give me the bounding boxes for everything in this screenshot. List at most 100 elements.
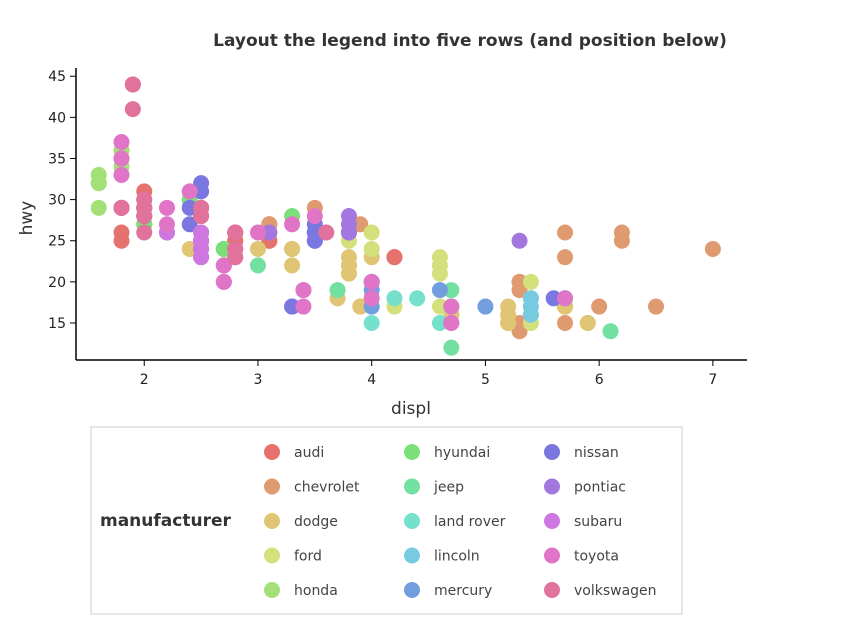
data-point [158, 216, 175, 233]
data-point [124, 76, 141, 93]
data-point [591, 298, 608, 315]
data-point [557, 224, 574, 241]
x-tick-label: 7 [708, 372, 717, 388]
data-point [511, 232, 528, 249]
data-point [181, 183, 198, 200]
legend-label: pontiac [574, 480, 626, 496]
data-point [431, 265, 448, 282]
legend-label: volkswagen [574, 583, 657, 599]
data-point [124, 101, 141, 118]
legend-item: chevrolet [264, 478, 360, 496]
data-point [284, 257, 301, 274]
x-tick-label: 5 [481, 372, 490, 388]
legend-label: mercury [434, 583, 492, 599]
x-tick-label: 2 [140, 372, 149, 388]
legend-label: jeep [433, 480, 464, 496]
legend-item: audi [264, 444, 324, 461]
legend-swatch [264, 513, 280, 529]
y-tick-label: 40 [48, 110, 66, 126]
legend-label: honda [294, 583, 338, 599]
data-point [363, 314, 380, 331]
data-point [500, 314, 517, 331]
data-point [545, 290, 562, 307]
data-point [557, 290, 574, 307]
data-point [363, 290, 380, 307]
data-point [306, 232, 323, 249]
data-point [511, 282, 528, 299]
data-point [113, 166, 130, 183]
data-point [431, 298, 448, 315]
legend-item: hyundai [404, 444, 490, 461]
data-point [579, 314, 596, 331]
data-point [409, 290, 426, 307]
data-point [113, 199, 130, 216]
data-point [90, 175, 107, 192]
legend-label: lincoln [434, 549, 480, 565]
data-point [557, 249, 574, 266]
data-point [158, 199, 175, 216]
data-point [431, 314, 448, 331]
data-point [318, 224, 335, 241]
data-point [363, 240, 380, 257]
data-point [261, 224, 278, 241]
data-point [136, 224, 153, 241]
data-point [249, 224, 266, 241]
data-point [193, 208, 210, 225]
data-point [613, 232, 630, 249]
data-point [113, 150, 130, 167]
x-axis-ticks: 2 3 4 5 6 7 [140, 360, 717, 388]
data-point [557, 314, 574, 331]
legend-swatch [544, 478, 560, 495]
y-axis-title: hwy [17, 201, 37, 236]
y-tick-label: 45 [48, 69, 66, 85]
legend-item: jeep [404, 478, 464, 496]
data-point [443, 282, 460, 299]
data-point [90, 199, 107, 216]
y-tick-label: 20 [48, 275, 66, 291]
legend-box [90, 426, 683, 615]
data-point [136, 191, 153, 208]
legend-swatch [404, 478, 420, 495]
data-point [704, 240, 721, 257]
data-point [340, 257, 357, 274]
legend-item: volkswagen [544, 582, 657, 599]
data-point [193, 175, 210, 192]
legend-swatch [404, 582, 420, 598]
legend-label: subaru [574, 514, 622, 530]
data-point [522, 273, 539, 290]
data-point [193, 249, 210, 266]
legend-label: land rover [434, 514, 506, 530]
plot-area [90, 76, 721, 356]
data-point [602, 323, 619, 340]
legend-swatch [264, 547, 280, 564]
data-point [249, 257, 266, 274]
data-point [295, 298, 312, 315]
chart-title: Layout the legend into five rows (and po… [213, 31, 727, 51]
legend: manufacturer audi chevrolet dodge ford honda… [90, 426, 683, 615]
y-tick-label: 15 [48, 316, 66, 332]
data-point [249, 240, 266, 257]
data-point [284, 216, 301, 233]
legend-label: chevrolet [294, 480, 360, 496]
legend-swatch [404, 444, 420, 460]
data-point [227, 224, 244, 241]
legend-item: pontiac [544, 478, 626, 496]
data-point [215, 240, 232, 257]
legend-label: nissan [574, 445, 619, 461]
legend-label: hyundai [434, 445, 490, 461]
legend-item: nissan [544, 444, 619, 461]
data-point [386, 290, 403, 307]
data-point [181, 240, 198, 257]
y-axis-ticks: 15 20 25 30 35 40 45 [48, 69, 76, 332]
x-tick-label: 6 [595, 372, 604, 388]
legend-item: subaru [544, 513, 622, 530]
data-point [181, 199, 198, 216]
legend-item: ford [264, 547, 322, 565]
data-point [113, 134, 130, 151]
data-point [443, 298, 460, 315]
data-point [522, 290, 539, 307]
data-point [363, 273, 380, 290]
legend-swatch [404, 513, 420, 529]
data-point [295, 282, 312, 299]
